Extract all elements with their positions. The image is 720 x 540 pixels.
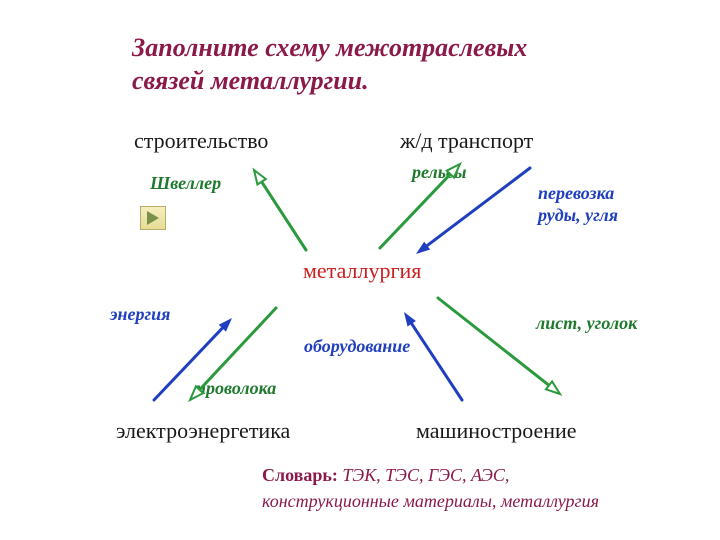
list-arrow-head bbox=[546, 381, 560, 394]
play-icon bbox=[147, 211, 159, 225]
label-provoloka: проволока bbox=[196, 378, 276, 399]
page-title: Заполните схему межотраслевых связей мет… bbox=[132, 32, 602, 97]
node-machine: машиностроение bbox=[416, 418, 577, 444]
label-relsy: рельсы bbox=[412, 162, 466, 183]
glossary: Словарь: ТЭК, ТЭС, ГЭС, АЭС, конструкцио… bbox=[262, 462, 642, 514]
perevozka-arrow-head bbox=[416, 242, 430, 254]
energia-arrow-head bbox=[219, 318, 232, 332]
label-energia: энергия bbox=[110, 304, 170, 325]
node-center: металлургия bbox=[303, 258, 421, 284]
label-list: лист, уголок bbox=[536, 313, 637, 334]
label-oborud: оборудование bbox=[304, 336, 410, 357]
node-energy: электроэнергетика bbox=[116, 418, 290, 444]
node-construction: строительство bbox=[134, 128, 268, 154]
label-perevozka: перевозка руды, угля bbox=[538, 183, 658, 226]
next-slide-button[interactable] bbox=[140, 206, 166, 230]
label-shveller: Швеллер bbox=[150, 173, 221, 194]
list-arrow bbox=[438, 298, 553, 389]
node-rail: ж/д транспорт bbox=[400, 128, 533, 154]
oborud-arrow-head bbox=[404, 312, 416, 326]
oborud-arrow bbox=[409, 319, 462, 400]
shveller-arrow-head bbox=[254, 170, 266, 184]
shveller-arrow bbox=[259, 177, 306, 250]
glossary-head: Словарь: bbox=[262, 465, 342, 485]
